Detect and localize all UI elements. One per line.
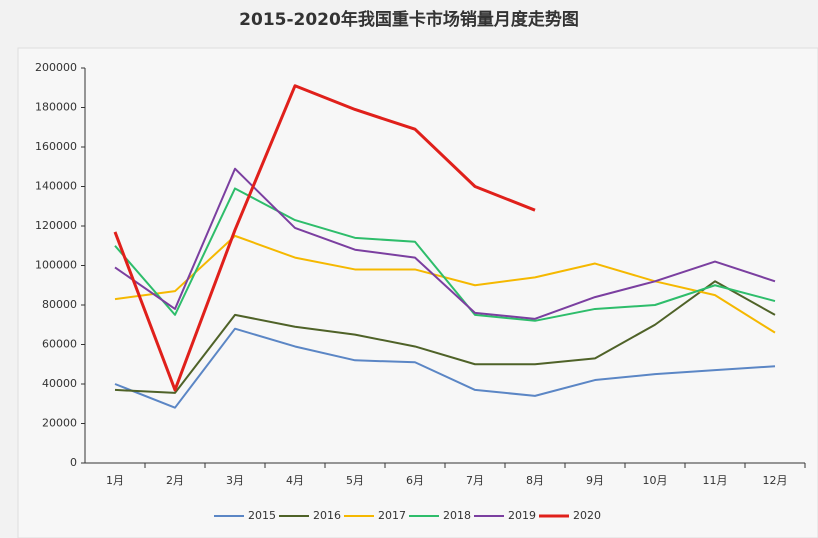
- legend-label: 2020: [573, 509, 601, 522]
- series-line: [113, 84, 536, 392]
- y-tick-label: 180000: [35, 101, 77, 114]
- y-tick-label: 60000: [42, 338, 77, 351]
- chart-title: 2015-2020年我国重卡市场销量月度走势图: [239, 9, 579, 30]
- x-tick-label: 4月: [286, 474, 304, 487]
- y-tick-label: 80000: [42, 298, 77, 311]
- x-tick-label: 10月: [643, 474, 668, 487]
- x-tick-label: 7月: [466, 474, 484, 487]
- y-tick-label: 20000: [42, 417, 77, 430]
- x-tick-label: 11月: [703, 474, 728, 487]
- y-tick-label: 40000: [42, 377, 77, 390]
- x-tick-label: 12月: [763, 474, 788, 487]
- series-line: [114, 327, 776, 409]
- x-tick-label: 5月: [346, 474, 364, 487]
- y-tick-label: 120000: [35, 219, 77, 232]
- legend-label: 2015: [248, 509, 276, 522]
- y-tick-label: 200000: [35, 61, 77, 74]
- legend-label: 2017: [378, 509, 406, 522]
- y-tick-label: 100000: [35, 259, 77, 272]
- x-tick-label: 3月: [226, 474, 244, 487]
- legend-label: 2019: [508, 509, 536, 522]
- legend-label: 2016: [313, 509, 341, 522]
- series-line: [114, 167, 776, 320]
- y-tick-label: 0: [70, 456, 77, 469]
- series-line: [114, 187, 776, 322]
- y-tick-label: 160000: [35, 140, 77, 153]
- series-line: [114, 280, 776, 394]
- x-tick-label: 1月: [106, 474, 124, 487]
- y-tick-label: 140000: [35, 180, 77, 193]
- x-tick-label: 8月: [526, 474, 544, 487]
- legend-label: 2018: [443, 509, 471, 522]
- x-tick-label: 2月: [166, 474, 184, 487]
- x-tick-label: 9月: [586, 474, 604, 487]
- x-tick-label: 6月: [406, 474, 424, 487]
